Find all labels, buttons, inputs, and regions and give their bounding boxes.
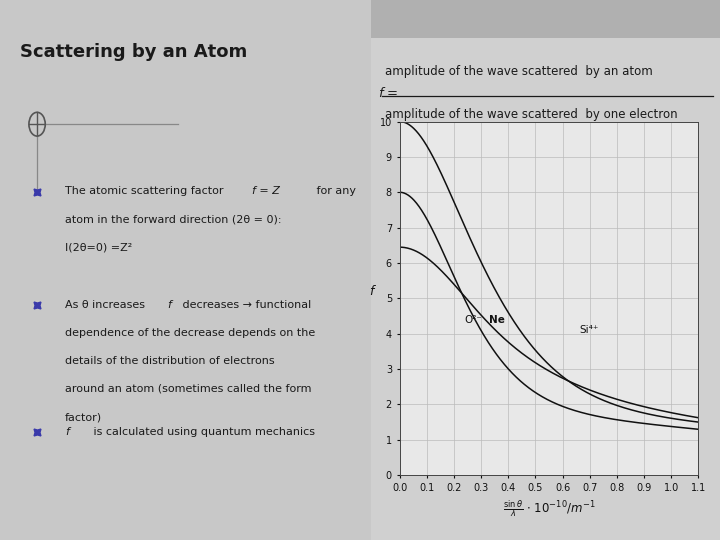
Text: As θ increases: As θ increases (65, 300, 148, 310)
Text: f: f (167, 300, 171, 310)
Text: Scattering by an Atom: Scattering by an Atom (20, 43, 248, 61)
Text: O²⁻: O²⁻ (465, 315, 482, 325)
Text: details of the distribution of electrons: details of the distribution of electrons (65, 356, 274, 366)
Text: atom in the forward direction (2θ = 0):: atom in the forward direction (2θ = 0): (65, 214, 282, 225)
Text: Si⁴⁺: Si⁴⁺ (579, 325, 598, 335)
X-axis label: $\frac{\sin\theta}{\lambda}$ $\cdot$ $10^{-10}$/$m^{-1}$: $\frac{\sin\theta}{\lambda}$ $\cdot$ $10… (503, 498, 595, 519)
Text: amplitude of the wave scattered  by an atom: amplitude of the wave scattered by an at… (385, 65, 653, 78)
Text: I(2θ=0) =Z²: I(2θ=0) =Z² (65, 242, 132, 253)
Text: is calculated using quantum mechanics: is calculated using quantum mechanics (90, 427, 315, 437)
Text: dependence of the decrease depends on the: dependence of the decrease depends on th… (65, 328, 315, 338)
Text: f: f (65, 427, 69, 437)
Text: f = Z: f = Z (252, 186, 280, 197)
Text: decreases → functional: decreases → functional (179, 300, 311, 310)
Text: for any: for any (313, 186, 356, 197)
Text: around an atom (sometimes called the form: around an atom (sometimes called the for… (65, 384, 311, 394)
Text: Ne: Ne (490, 315, 505, 325)
Text: amplitude of the wave scattered  by one electron: amplitude of the wave scattered by one e… (385, 108, 678, 121)
Text: $f$ =: $f$ = (378, 86, 398, 100)
Text: The atomic scattering factor: The atomic scattering factor (65, 186, 227, 197)
Text: factor): factor) (65, 412, 102, 422)
Y-axis label: f: f (369, 285, 374, 298)
